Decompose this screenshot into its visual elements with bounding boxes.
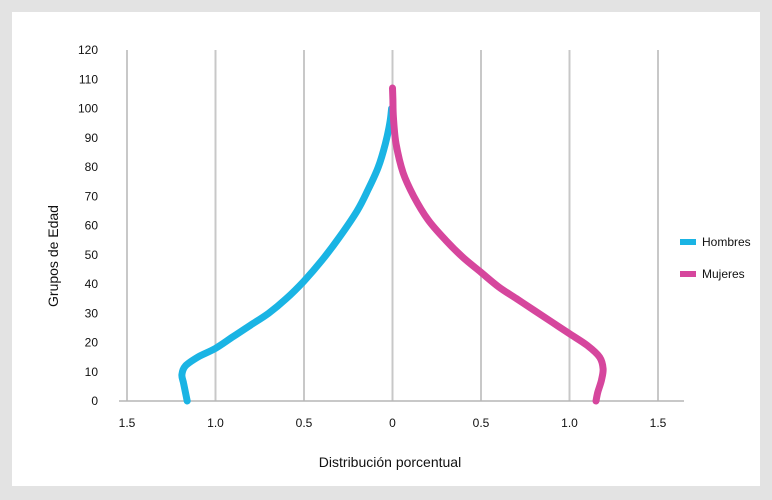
y-tick-label: 60: [85, 219, 99, 233]
y-tick-label: 50: [85, 248, 99, 262]
x-tick-label: 1.5: [650, 416, 667, 430]
y-tick-label: 70: [85, 189, 99, 203]
x-tick-label: 0.5: [473, 416, 490, 430]
legend-label: Hombres: [702, 235, 751, 249]
y-axis-ticks: 0 10 20 30 40 50 60 70 80 90 100 110 120: [78, 43, 98, 408]
y-tick-label: 110: [79, 72, 98, 86]
x-tick-label: 1.0: [207, 416, 224, 430]
y-tick-label: 0: [91, 394, 98, 408]
y-tick-label: 30: [85, 306, 99, 320]
y-tick-label: 100: [78, 102, 98, 116]
series-lines: [178, 84, 607, 405]
y-tick-label: 90: [85, 131, 99, 145]
x-tick-label: 0: [389, 416, 396, 430]
y-tick-label: 80: [85, 160, 99, 174]
chart-card: 0 10 20 30 40 50 60 70 80 90 100 110 120 1.5 1.0 0.5 0 0…: [12, 12, 760, 486]
y-axis-title: Grupos de Edad: [45, 205, 61, 307]
y-tick-label: 40: [85, 277, 99, 291]
legend: Hombres Mujeres: [680, 235, 751, 281]
y-tick-label: 20: [85, 336, 99, 350]
x-tick-label: 1.0: [561, 416, 578, 430]
series-line-hombres: [178, 105, 396, 405]
x-tick-label: 0.5: [296, 416, 313, 430]
series-line-mujeres: [389, 84, 607, 405]
y-tick-label: 120: [78, 43, 98, 57]
legend-label: Mujeres: [702, 267, 745, 281]
x-axis-title: Distribución porcentual: [319, 454, 461, 470]
y-tick-label: 10: [85, 365, 99, 379]
x-axis-ticks: 1.5 1.0 0.5 0 0.5 1.0 1.5: [119, 416, 667, 430]
x-tick-label: 1.5: [119, 416, 136, 430]
